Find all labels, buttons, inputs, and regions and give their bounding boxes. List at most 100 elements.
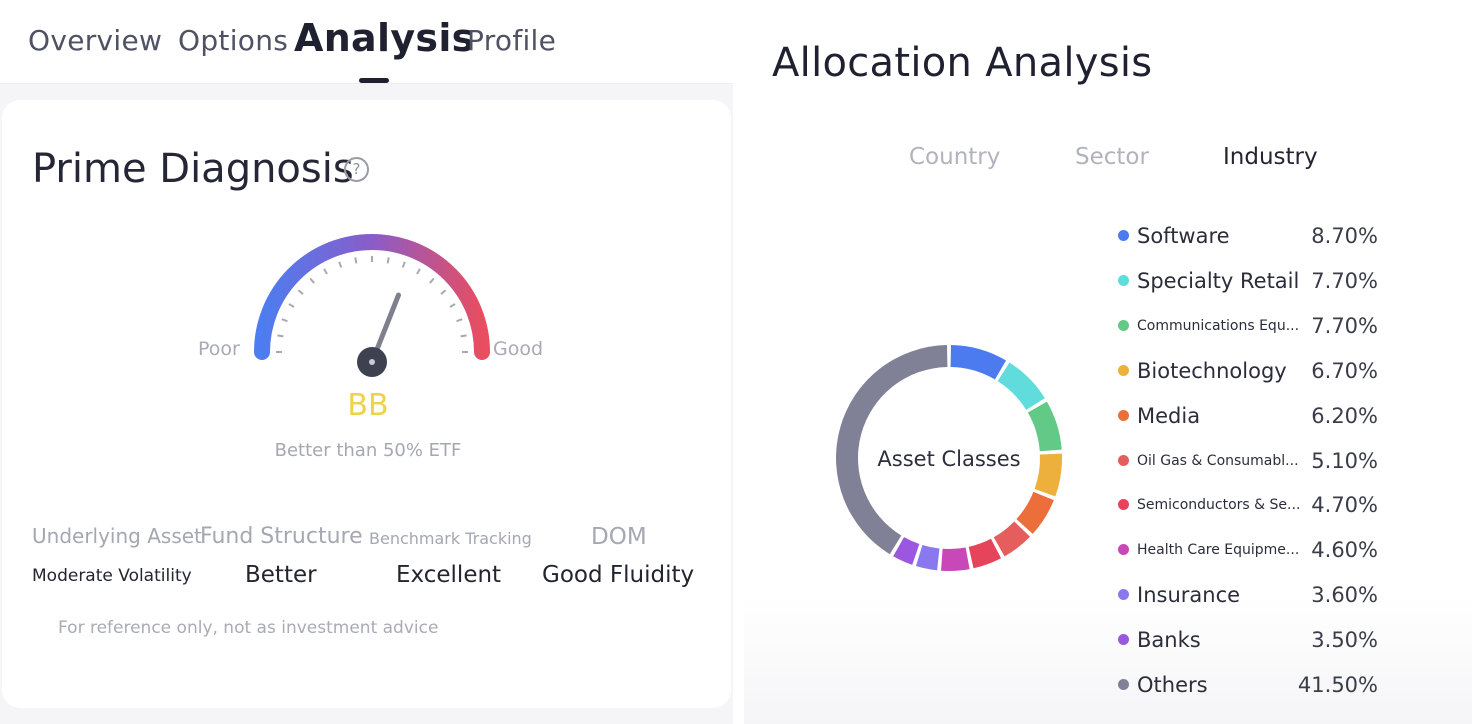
legend-item[interactable]: Semiconductors & Se... 4.70% <box>1116 490 1386 520</box>
gauge-ticks <box>276 256 468 353</box>
gauge-tick <box>323 268 328 275</box>
legend-dot <box>1118 679 1129 690</box>
donut-slice[interactable] <box>1027 401 1062 452</box>
card-title: Prime Diagnosis <box>32 146 354 192</box>
rating-description: Better than 50% ETF <box>274 440 462 461</box>
legend-value: 3.50% <box>1311 628 1378 653</box>
legend-label: Others <box>1137 673 1208 697</box>
donut-slice[interactable] <box>915 545 940 571</box>
gauge-tick <box>456 318 463 323</box>
legend-value: 8.70% <box>1311 224 1378 248</box>
legend-dot <box>1118 544 1129 556</box>
metric-value-dom: Good Fluidity <box>542 562 695 588</box>
metric-label-fund-structure: Fund Structure <box>200 524 363 549</box>
metric-label-benchmark-tracking: Benchmark Tracking <box>369 529 532 548</box>
legend-item[interactable]: Specialty Retail 7.70% <box>1116 266 1386 296</box>
gauge-poor-label: Poor <box>198 338 240 360</box>
donut-slice[interactable] <box>836 345 948 555</box>
tab-analysis[interactable]: Analysis <box>294 16 475 60</box>
legend-item[interactable]: Others 41.50% <box>1116 670 1386 700</box>
legend-item[interactable]: Software 8.70% <box>1116 221 1386 251</box>
legend-item[interactable]: Media 6.20% <box>1116 401 1386 431</box>
segment-industry[interactable]: Industry <box>1223 144 1318 170</box>
industry-donut-chart <box>836 345 1062 572</box>
legend-item[interactable]: Oil Gas & Consumabl... 5.10% <box>1116 446 1386 476</box>
donut-slice[interactable] <box>993 521 1031 557</box>
legend-dot <box>1118 499 1129 511</box>
donut-center-label: Asset Classes <box>877 447 1021 471</box>
question-circle-icon[interactable]: ? <box>344 157 369 182</box>
legend-label: Communications Equ... <box>1137 317 1300 334</box>
metric-label-dom: DOM <box>591 524 647 550</box>
metric-label-underlying-asset: Underlying Asset <box>32 524 202 548</box>
legend-item[interactable]: Biotechnology 6.70% <box>1116 356 1386 386</box>
donut-slice[interactable] <box>950 345 1007 380</box>
legend-label: Oil Gas & Consumabl... <box>1137 452 1299 469</box>
tab-profile[interactable]: Profile <box>467 24 557 57</box>
legend-value: 4.60% <box>1311 538 1378 563</box>
etf-analysis-panel: Overview Options Analysis Profile Prime … <box>0 0 733 724</box>
legend-dot <box>1118 274 1129 286</box>
legend-dot <box>1118 230 1129 241</box>
legend-label: Biotechnology <box>1137 358 1287 383</box>
gauge-tick <box>281 318 288 323</box>
legend-label: Insurance <box>1137 583 1241 608</box>
disclaimer-text: For reference only, not as investment ad… <box>58 618 439 638</box>
tab-bar: Overview Options Analysis Profile <box>0 0 733 84</box>
legend-value: 7.70% <box>1311 268 1378 293</box>
legend-dot <box>1118 409 1129 421</box>
metric-value-fund-structure: Better <box>245 562 317 588</box>
gauge-arc <box>254 234 490 360</box>
gauge-tick <box>416 268 421 275</box>
rating-grade: BB <box>347 388 389 423</box>
legend-dot <box>1118 454 1129 466</box>
donut-slice[interactable] <box>893 537 920 565</box>
diagnosis-gauge <box>254 234 490 377</box>
gauge-tick <box>449 303 456 308</box>
legend-label: Health Care Equipme... <box>1137 542 1300 559</box>
legend-dot <box>1118 589 1129 601</box>
legend-value: 6.70% <box>1311 358 1378 383</box>
segment-sector[interactable]: Sector <box>1075 144 1149 170</box>
legend-value: 7.70% <box>1311 313 1378 338</box>
prime-diagnosis-card: Prime Diagnosis ? Poor Good BB Better th… <box>2 100 731 708</box>
legend-label: Media <box>1137 403 1201 428</box>
tab-options[interactable]: Options <box>178 24 289 57</box>
legend-dot <box>1118 364 1129 376</box>
gauge-tick <box>338 261 343 268</box>
legend-value: 6.20% <box>1311 403 1378 428</box>
legend-item[interactable]: Insurance 3.60% <box>1116 580 1386 610</box>
metric-value-benchmark-tracking: Excellent <box>396 562 502 588</box>
legend-label: Software <box>1137 224 1230 248</box>
legend-value: 41.50% <box>1297 673 1378 697</box>
legend-dot <box>1118 319 1129 331</box>
gauge-tick <box>288 303 295 308</box>
legend-dot <box>1118 634 1129 646</box>
segment-country[interactable]: Country <box>909 144 1001 170</box>
gauge-tick <box>429 277 435 284</box>
gauge-tick <box>309 277 315 284</box>
donut-slice[interactable] <box>1016 491 1054 534</box>
donut-slice[interactable] <box>997 362 1045 410</box>
gauge-good-label: Good <box>493 338 544 360</box>
legend-item[interactable]: Banks 3.50% <box>1116 625 1386 655</box>
gauge-tick <box>460 334 467 338</box>
metric-value-underlying-asset: Moderate Volatility <box>32 566 192 586</box>
donut-slice[interactable] <box>1034 453 1062 497</box>
gauge-tick <box>277 334 284 338</box>
gauge-tick <box>440 289 447 295</box>
gauge-tick <box>386 257 390 264</box>
allocation-title: Allocation Analysis <box>772 40 1153 86</box>
allocation-analysis-panel: Allocation Analysis Country Sector Indus… <box>744 0 1472 724</box>
gauge-tick <box>354 257 358 264</box>
legend-value: 4.70% <box>1311 493 1378 518</box>
tab-overview[interactable]: Overview <box>28 24 163 57</box>
legend-item[interactable]: Communications Equ... 7.70% <box>1116 311 1386 341</box>
legend-value: 3.60% <box>1311 583 1378 608</box>
legend-label: Banks <box>1137 628 1201 653</box>
gauge-tick <box>297 289 304 295</box>
donut-slice[interactable] <box>941 547 970 572</box>
donut-slice[interactable] <box>968 538 1002 569</box>
active-tab-indicator <box>359 78 389 83</box>
legend-item[interactable]: Health Care Equipme... 4.60% <box>1116 535 1386 565</box>
